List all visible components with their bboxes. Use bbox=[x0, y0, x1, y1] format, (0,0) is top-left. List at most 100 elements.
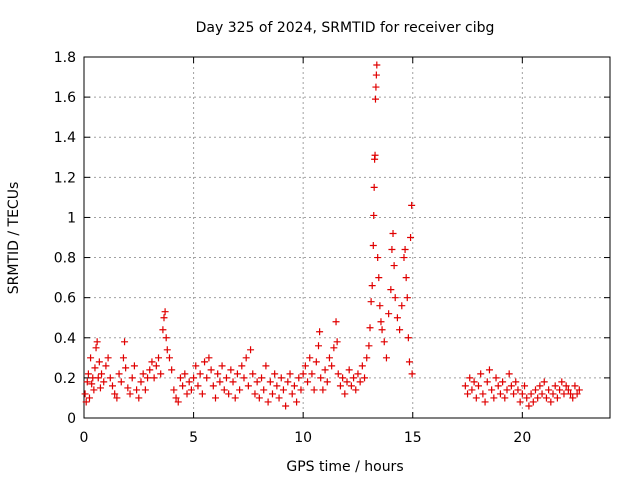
data-point bbox=[333, 338, 341, 346]
x-tick-label: 10 bbox=[294, 430, 312, 446]
data-point bbox=[464, 390, 472, 398]
data-point bbox=[345, 366, 353, 374]
data-point bbox=[573, 390, 581, 398]
data-point bbox=[133, 386, 141, 394]
data-point bbox=[194, 382, 202, 390]
data-point bbox=[290, 382, 298, 390]
data-point bbox=[358, 362, 366, 370]
data-point bbox=[262, 362, 270, 370]
data-point bbox=[369, 242, 377, 250]
data-point bbox=[558, 378, 566, 386]
data-point bbox=[501, 394, 509, 402]
data-point bbox=[212, 394, 219, 402]
data-point bbox=[168, 366, 176, 374]
data-point bbox=[494, 382, 502, 390]
data-point bbox=[531, 386, 539, 394]
data-point bbox=[562, 382, 570, 390]
y-tick-label: 0 bbox=[67, 411, 76, 427]
data-point bbox=[308, 370, 316, 378]
data-point bbox=[525, 402, 533, 410]
data-point bbox=[87, 354, 95, 362]
data-point bbox=[238, 362, 246, 370]
x-tick-label: 20 bbox=[513, 430, 531, 446]
data-point bbox=[100, 378, 108, 386]
data-point bbox=[196, 370, 204, 378]
data-point bbox=[236, 386, 244, 394]
data-point bbox=[205, 354, 213, 362]
data-point bbox=[466, 374, 474, 382]
data-point bbox=[162, 334, 170, 342]
data-point bbox=[152, 362, 160, 370]
data-point bbox=[330, 344, 338, 352]
data-point bbox=[299, 370, 307, 378]
data-point bbox=[321, 366, 329, 374]
y-axis-label: SRMTID / TECUs bbox=[6, 182, 22, 295]
data-point bbox=[253, 378, 261, 386]
data-point bbox=[108, 382, 116, 390]
data-point bbox=[547, 398, 555, 406]
data-point bbox=[306, 354, 314, 362]
data-point bbox=[170, 386, 178, 394]
data-point bbox=[391, 294, 399, 302]
data-point bbox=[553, 394, 561, 402]
y-tick-label: 0.4 bbox=[54, 331, 76, 347]
data-point bbox=[111, 390, 119, 398]
data-point bbox=[247, 346, 255, 354]
data-point bbox=[279, 386, 287, 394]
data-point bbox=[139, 370, 147, 378]
data-point bbox=[372, 71, 380, 79]
data-point bbox=[268, 390, 276, 398]
data-point bbox=[183, 390, 191, 398]
data-point bbox=[371, 95, 379, 103]
data-point bbox=[83, 378, 91, 386]
data-point bbox=[282, 402, 290, 410]
data-point bbox=[135, 394, 143, 402]
data-point bbox=[207, 366, 215, 374]
data-point bbox=[220, 386, 228, 394]
data-point bbox=[126, 390, 134, 398]
data-point bbox=[227, 366, 235, 374]
data-point bbox=[137, 378, 145, 386]
data-point bbox=[328, 362, 336, 370]
data-point bbox=[538, 390, 546, 398]
data-point bbox=[551, 382, 559, 390]
data-point bbox=[475, 382, 482, 390]
data-point bbox=[545, 386, 553, 394]
data-point bbox=[370, 211, 378, 219]
data-point bbox=[405, 358, 413, 366]
data-point bbox=[323, 378, 331, 386]
data-point bbox=[316, 328, 324, 336]
y-tick-label: 1 bbox=[67, 210, 76, 226]
data-point bbox=[350, 374, 358, 382]
data-point bbox=[367, 298, 375, 306]
axes: 0 0.2 0.4 0.6 0.8 1 1.2 1.4 1.6 1.8 0 5 10 15 20 bbox=[54, 50, 610, 446]
data-point bbox=[408, 201, 416, 209]
data-point bbox=[95, 358, 103, 366]
data-point bbox=[117, 378, 125, 386]
data-point bbox=[90, 386, 98, 394]
data-point bbox=[378, 326, 386, 334]
data-point bbox=[485, 366, 493, 374]
data-point bbox=[336, 382, 344, 390]
data-point bbox=[88, 380, 96, 388]
data-point bbox=[216, 378, 224, 386]
y-tick-label: 1.8 bbox=[54, 50, 76, 66]
data-point bbox=[128, 374, 136, 382]
data-point bbox=[361, 374, 369, 382]
data-point bbox=[507, 382, 515, 390]
data-point bbox=[106, 374, 114, 382]
data-point bbox=[286, 370, 294, 378]
data-point bbox=[400, 254, 408, 262]
data-point bbox=[366, 324, 374, 332]
data-point bbox=[277, 374, 285, 382]
data-point bbox=[334, 370, 342, 378]
data-point bbox=[363, 354, 371, 362]
data-point bbox=[542, 394, 550, 402]
data-point bbox=[222, 374, 230, 382]
data-point bbox=[560, 390, 568, 398]
data-point bbox=[91, 364, 99, 372]
data-point bbox=[479, 390, 487, 398]
data-point bbox=[249, 370, 257, 378]
data-point bbox=[377, 318, 385, 326]
data-point bbox=[317, 374, 325, 382]
